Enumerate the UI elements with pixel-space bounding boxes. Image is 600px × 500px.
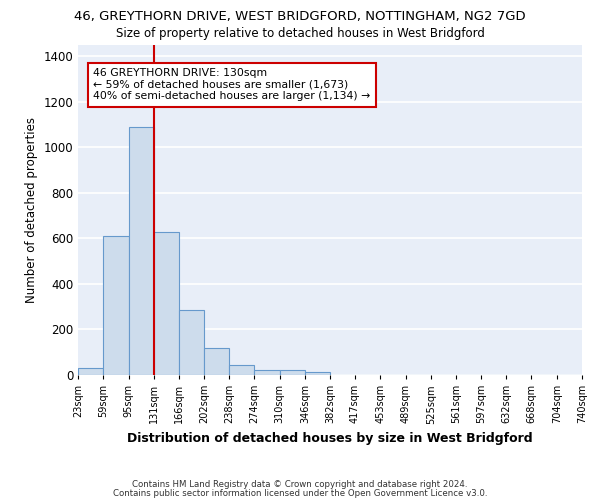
Text: Contains public sector information licensed under the Open Government Licence v3: Contains public sector information licen… xyxy=(113,488,487,498)
X-axis label: Distribution of detached houses by size in West Bridgford: Distribution of detached houses by size … xyxy=(127,432,533,445)
Bar xyxy=(229,365,254,375)
Bar xyxy=(103,236,128,375)
Y-axis label: Number of detached properties: Number of detached properties xyxy=(25,117,38,303)
Text: 46 GREYTHORN DRIVE: 130sqm
← 59% of detached houses are smaller (1,673)
40% of s: 46 GREYTHORN DRIVE: 130sqm ← 59% of deta… xyxy=(93,68,370,102)
Bar xyxy=(154,232,179,375)
Bar xyxy=(78,368,103,375)
Bar xyxy=(254,370,280,375)
Bar xyxy=(128,127,154,375)
Bar xyxy=(305,372,331,375)
Text: Size of property relative to detached houses in West Bridgford: Size of property relative to detached ho… xyxy=(116,28,484,40)
Bar xyxy=(179,310,204,375)
Bar xyxy=(204,348,229,375)
Bar xyxy=(280,370,305,375)
Text: Contains HM Land Registry data © Crown copyright and database right 2024.: Contains HM Land Registry data © Crown c… xyxy=(132,480,468,489)
Text: 46, GREYTHORN DRIVE, WEST BRIDGFORD, NOTTINGHAM, NG2 7GD: 46, GREYTHORN DRIVE, WEST BRIDGFORD, NOT… xyxy=(74,10,526,23)
